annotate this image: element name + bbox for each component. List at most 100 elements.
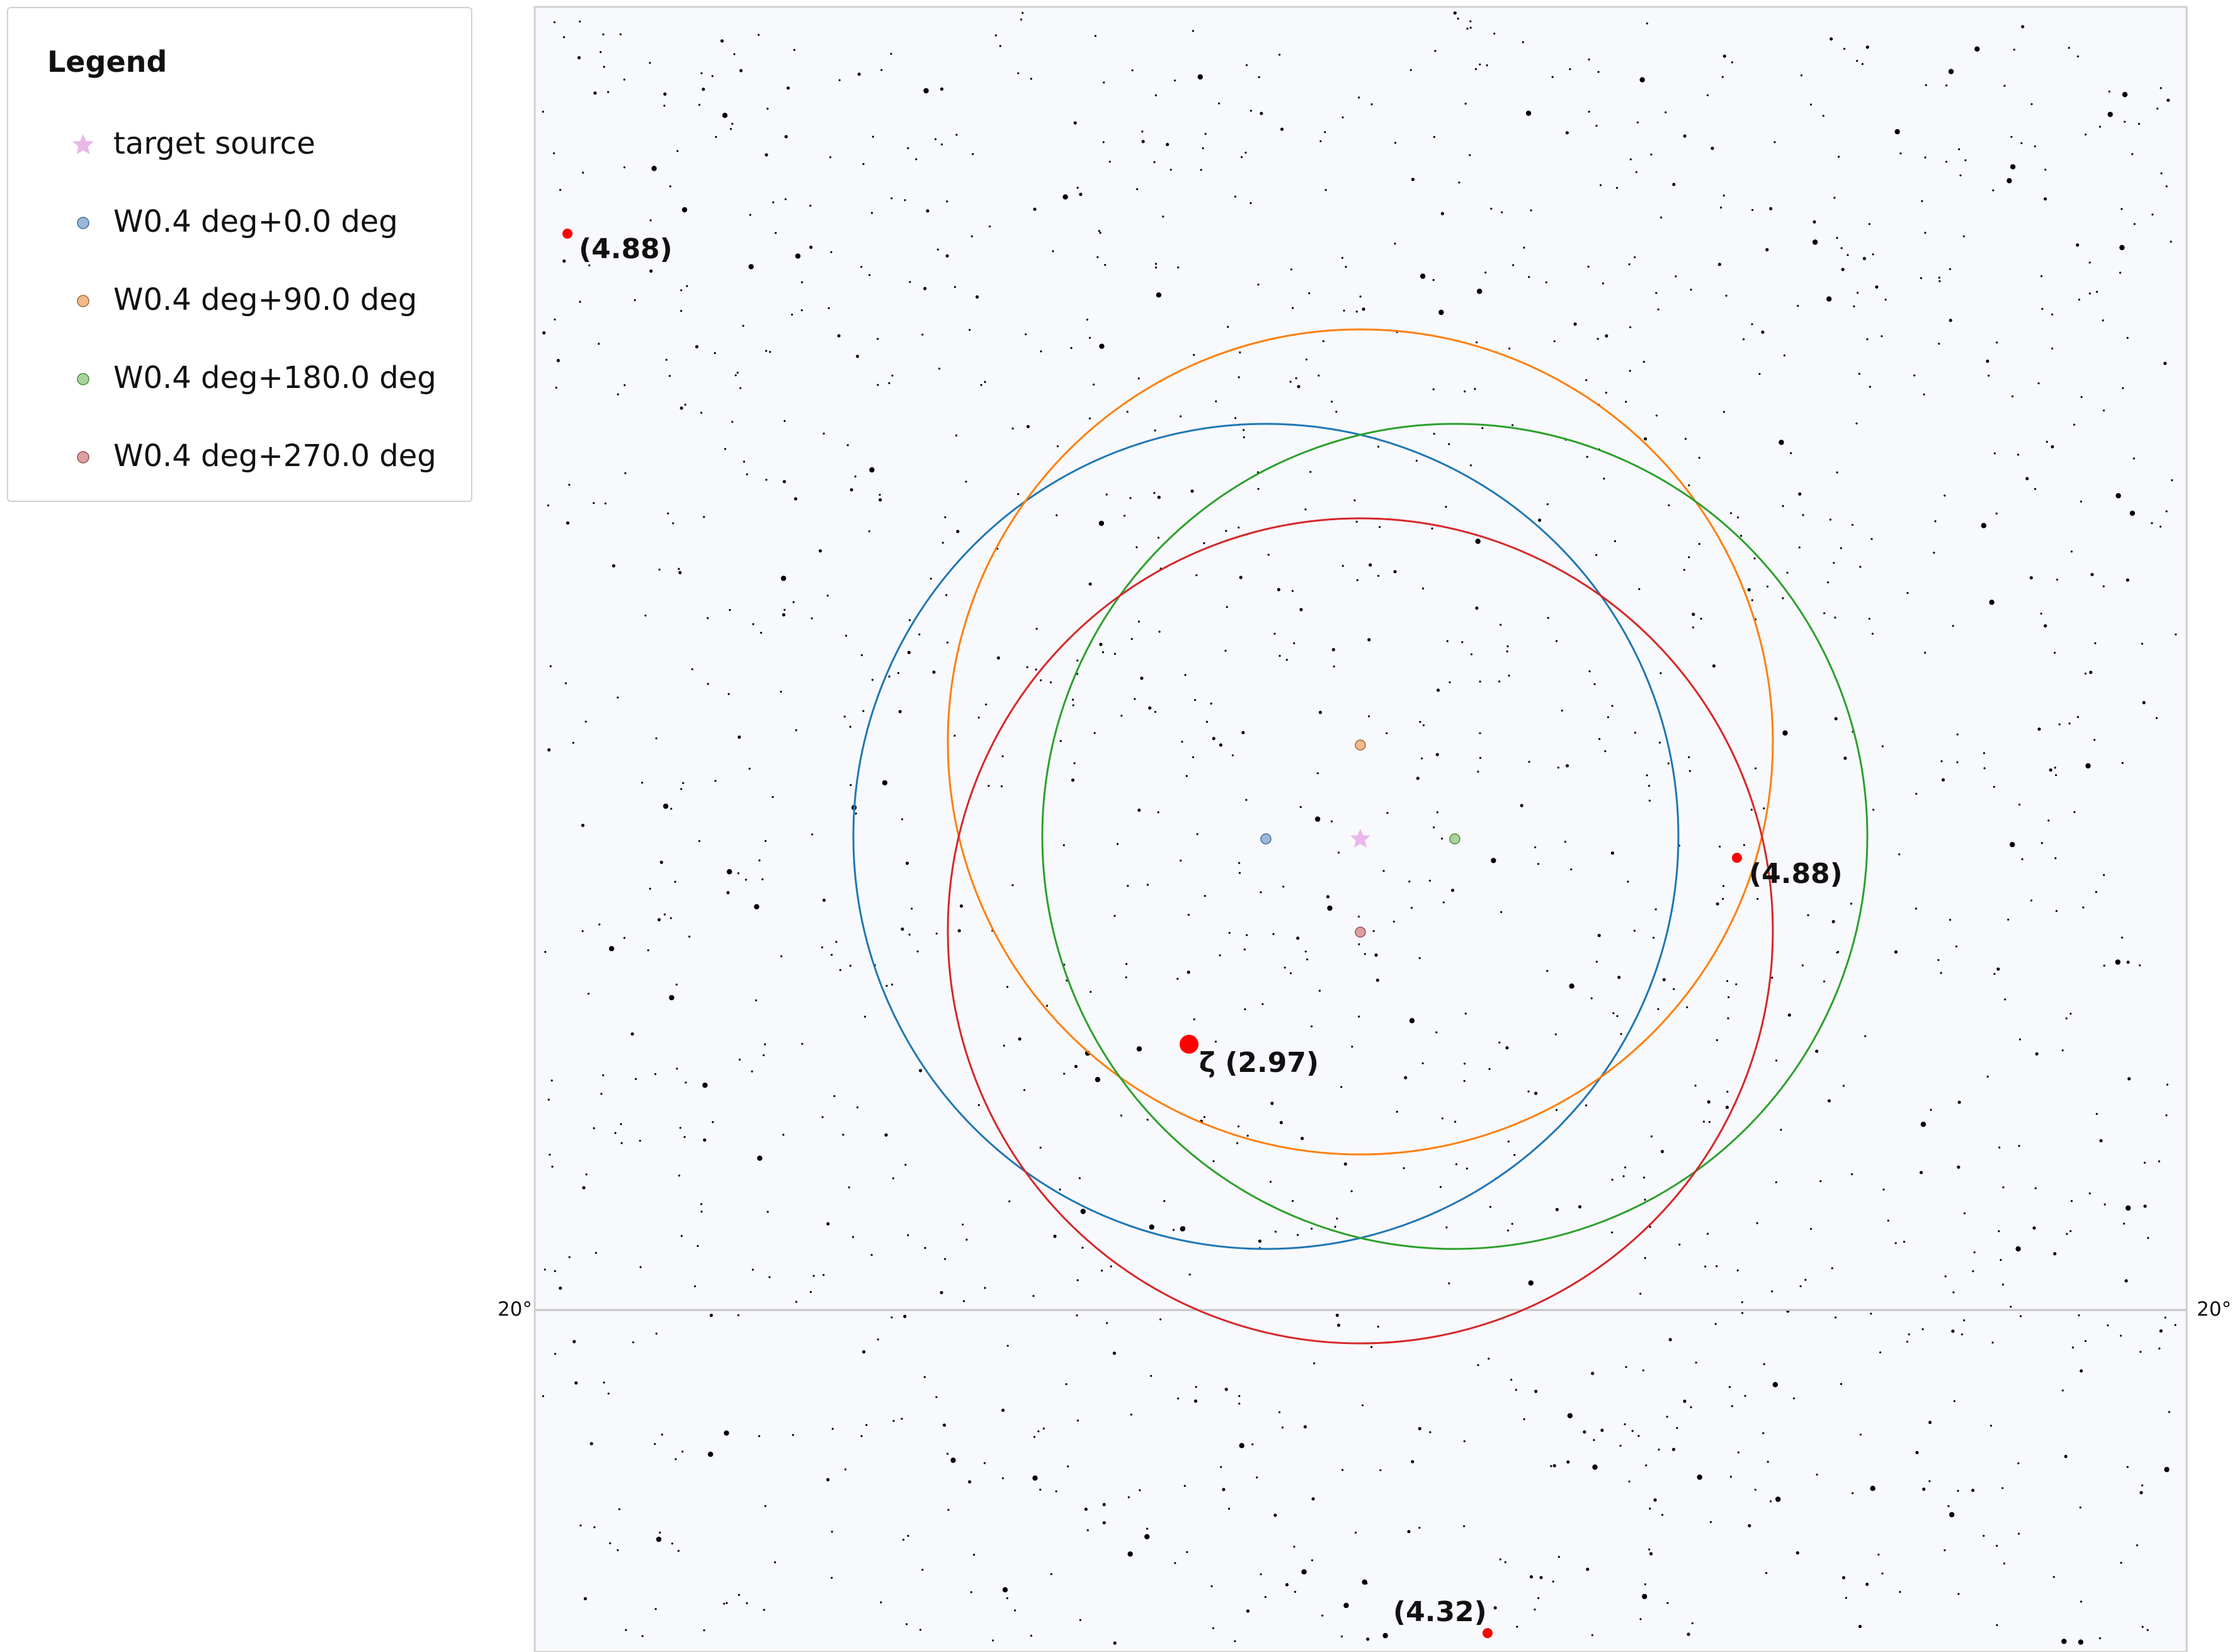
background-star <box>1790 452 1792 455</box>
dec-label-left: 20° <box>498 1298 532 1321</box>
background-star <box>649 887 651 890</box>
background-star <box>1659 672 1662 675</box>
background-star <box>1607 716 1609 719</box>
background-star <box>2029 576 2033 580</box>
background-star <box>1841 1576 1846 1580</box>
background-star <box>1173 1229 1175 1231</box>
background-star <box>603 1381 605 1384</box>
background-star <box>1972 1270 1974 1272</box>
background-star <box>1311 1559 1314 1561</box>
background-star <box>1595 960 1598 963</box>
background-star <box>1851 523 1853 526</box>
target-source-star-icon <box>1350 829 1370 848</box>
background-star <box>1551 76 1554 78</box>
background-star <box>1393 570 1397 574</box>
background-star <box>1185 775 1188 777</box>
background-star <box>1073 762 1076 765</box>
background-star <box>1321 1614 1324 1617</box>
background-star <box>1120 1114 1123 1117</box>
background-star <box>1170 168 1172 171</box>
background-star <box>1507 1140 1510 1143</box>
background-star <box>1458 181 1460 184</box>
background-star <box>775 232 777 234</box>
background-star <box>711 75 714 77</box>
background-star <box>542 110 544 113</box>
background-star <box>1403 1167 1405 1170</box>
background-star <box>846 444 849 447</box>
background-star <box>559 1286 562 1290</box>
background-star <box>1279 1120 1283 1124</box>
background-star <box>1642 1176 1646 1179</box>
background-star <box>1527 1090 1530 1093</box>
background-star <box>1884 299 1887 301</box>
background-star <box>862 1350 866 1353</box>
background-star <box>1476 341 1478 344</box>
background-star <box>658 568 661 571</box>
background-star <box>1187 913 1190 916</box>
background-star <box>731 122 734 125</box>
background-star <box>2054 857 2057 860</box>
background-star <box>2049 768 2052 772</box>
background-star <box>1432 279 1435 282</box>
background-star <box>1017 493 1020 496</box>
background-star <box>1463 1525 1466 1527</box>
background-star <box>2143 1161 2146 1164</box>
background-star <box>1022 11 1024 14</box>
background-star <box>1624 1423 1626 1425</box>
background-star <box>1761 330 1765 334</box>
background-star <box>1798 492 1802 496</box>
background-star <box>2098 1637 2101 1639</box>
background-star <box>2078 1314 2080 1316</box>
background-star <box>1433 433 1435 435</box>
background-star <box>737 1314 739 1316</box>
background-star <box>1720 207 1722 209</box>
background-star <box>1331 401 1333 403</box>
background-star <box>1639 1618 1642 1621</box>
background-star <box>1712 664 1716 668</box>
background-star <box>1362 1404 1364 1406</box>
background-star <box>729 128 732 130</box>
background-star <box>663 92 667 96</box>
background-star <box>1441 837 1443 840</box>
background-star <box>1983 752 1985 755</box>
background-star <box>1246 934 1248 937</box>
background-star <box>2136 1544 2139 1547</box>
background-star <box>1865 1582 1869 1586</box>
background-star <box>1297 385 1301 389</box>
background-star <box>2160 87 2162 89</box>
pointing-marker-270 <box>1355 926 1366 938</box>
background-star <box>2151 522 2153 525</box>
background-star <box>1881 1572 1884 1575</box>
background-star <box>884 1133 888 1137</box>
background-star <box>1822 115 1824 117</box>
background-star <box>1765 1572 1768 1575</box>
background-star <box>659 860 663 864</box>
background-star <box>577 56 581 60</box>
background-star <box>1862 256 1866 261</box>
background-star <box>1695 1361 1697 1364</box>
background-star <box>1662 977 1666 982</box>
background-star <box>2054 766 2056 769</box>
background-star <box>727 693 730 695</box>
background-star <box>2020 1315 2022 1318</box>
background-star <box>1802 514 1804 516</box>
background-star <box>1592 1464 1598 1470</box>
background-star <box>683 1136 686 1138</box>
background-star <box>1144 1534 1150 1540</box>
background-star <box>743 460 745 463</box>
background-star <box>1736 1269 1739 1272</box>
background-star <box>1973 1251 1976 1254</box>
background-star <box>1661 1513 1664 1516</box>
bright-star-label: (4.88) <box>1749 858 1843 890</box>
background-star <box>1528 1280 1534 1286</box>
fov-circle-180 <box>1041 423 1869 1250</box>
background-star <box>2073 423 2076 426</box>
background-star <box>1974 46 1980 52</box>
background-star <box>1498 1041 1501 1044</box>
background-star <box>1683 134 1687 138</box>
background-star <box>1026 666 1028 668</box>
background-star <box>581 930 584 933</box>
background-star <box>1668 504 1670 506</box>
background-star <box>1238 376 1240 379</box>
background-star <box>2088 261 2091 264</box>
